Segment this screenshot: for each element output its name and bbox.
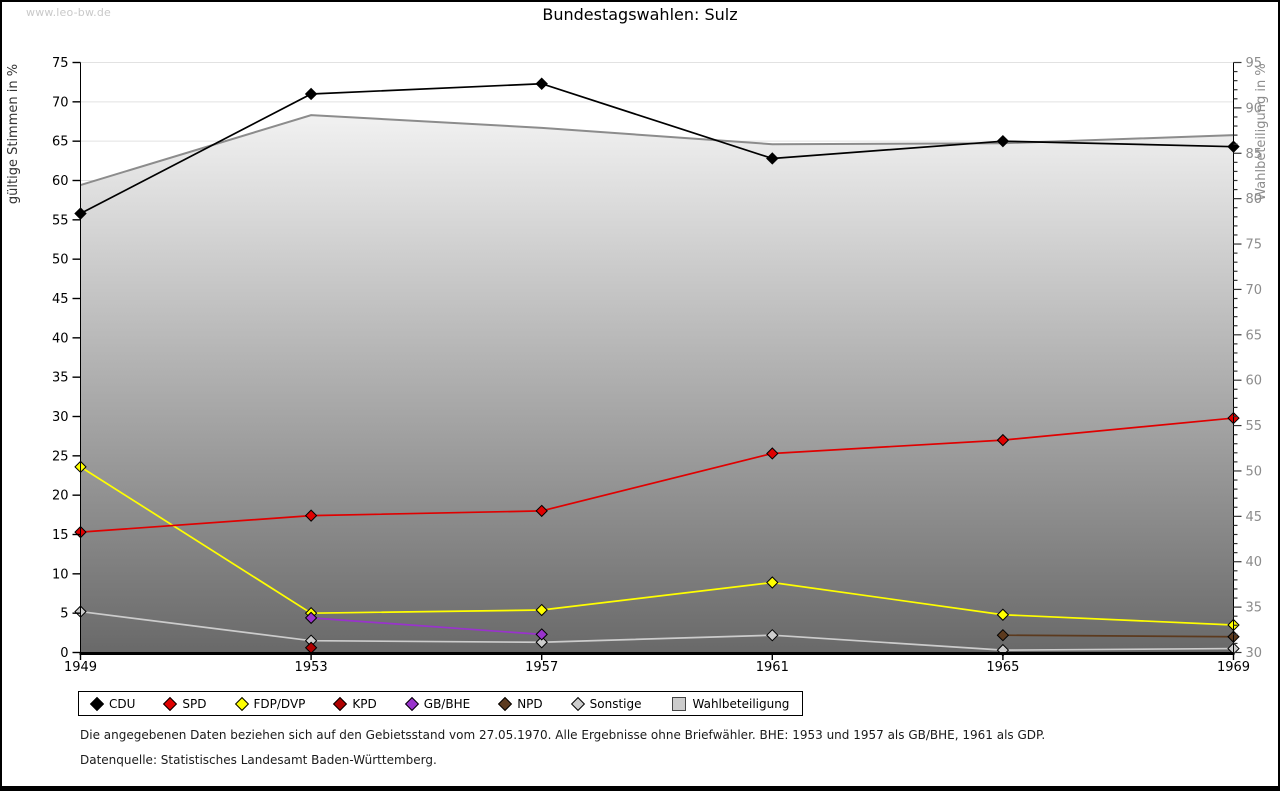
svg-text:40: 40 bbox=[1246, 555, 1263, 570]
svg-text:70: 70 bbox=[1246, 283, 1263, 298]
svg-text:20: 20 bbox=[52, 489, 69, 504]
marker-fdp-dvp-1957 bbox=[535, 603, 548, 617]
marker-npd-1965 bbox=[996, 628, 1010, 642]
svg-text:45: 45 bbox=[1246, 510, 1263, 525]
legend-item-wahlbeteiligung: Wahlbeteiligung bbox=[671, 696, 790, 711]
svg-text:1949: 1949 bbox=[64, 660, 97, 675]
svg-text:65: 65 bbox=[1246, 328, 1263, 343]
legend-label-wahlbeteiligung: Wahlbeteiligung bbox=[692, 696, 790, 711]
svg-text:75: 75 bbox=[52, 56, 69, 71]
marker-sonstige-1961 bbox=[766, 628, 779, 642]
left-axis-ticks: 0 5 10 15 20 25 30 35 40 45 50 55 60 65 70 75 bbox=[52, 56, 81, 661]
svg-text:35: 35 bbox=[1246, 601, 1263, 616]
legend-item-fdp-dvp: FDP/DVP bbox=[234, 696, 306, 711]
legend-item-sonstige: Sonstige bbox=[570, 696, 642, 711]
svg-text:45: 45 bbox=[52, 292, 69, 307]
legend-label-gb-bhe: GB/BHE bbox=[423, 696, 471, 711]
series-wahlbeteiligung bbox=[80, 114, 1234, 653]
svg-text:10: 10 bbox=[52, 567, 69, 582]
legend-label-sonstige: Sonstige bbox=[589, 696, 642, 711]
marker-cdu-1961 bbox=[766, 152, 779, 165]
legend-marker-cdu-icon bbox=[89, 696, 105, 711]
legend-label-npd: NPD bbox=[517, 696, 543, 711]
svg-text:50: 50 bbox=[1246, 464, 1263, 479]
legend-marker-npd-icon bbox=[498, 696, 513, 711]
svg-text:90: 90 bbox=[1246, 101, 1263, 116]
svg-text:1969: 1969 bbox=[1217, 660, 1250, 675]
legend-label-kpd: KPD bbox=[352, 696, 377, 711]
svg-text:0: 0 bbox=[60, 646, 68, 661]
svg-text:30: 30 bbox=[1246, 646, 1263, 661]
svg-text:70: 70 bbox=[52, 95, 69, 110]
legend-item-kpd: KPD bbox=[333, 696, 377, 711]
svg-text:95: 95 bbox=[1246, 56, 1263, 71]
svg-text:55: 55 bbox=[1246, 419, 1263, 434]
x-axis-ticks: 1949 1953 1957 1961 1965 1969 bbox=[64, 655, 1250, 675]
svg-text:80: 80 bbox=[1246, 192, 1263, 207]
legend-label-spd: SPD bbox=[182, 696, 207, 711]
left-axis-title: gültige Stimmen in % bbox=[6, 64, 21, 204]
marker-cdu-1953 bbox=[304, 87, 318, 101]
marker-fdp-dvp-1961 bbox=[766, 576, 779, 589]
svg-text:60: 60 bbox=[1246, 374, 1263, 389]
svg-text:35: 35 bbox=[52, 371, 69, 386]
axes bbox=[79, 62, 1235, 655]
svg-text:50: 50 bbox=[52, 253, 69, 268]
svg-text:30: 30 bbox=[52, 410, 69, 425]
legend-marker-fdp-dvp-icon bbox=[234, 696, 249, 711]
svg-text:85: 85 bbox=[1246, 147, 1263, 162]
marker-spd-1961 bbox=[766, 447, 779, 460]
legend-item-cdu: CDU bbox=[89, 696, 136, 711]
svg-text:65: 65 bbox=[52, 135, 69, 150]
svg-text:1953: 1953 bbox=[295, 660, 328, 675]
series-cdu bbox=[74, 77, 1240, 220]
marker-spd-1957 bbox=[535, 504, 548, 518]
legend-marker-gb-bhe-icon bbox=[404, 696, 419, 711]
series-sonstige bbox=[74, 605, 1240, 657]
svg-text:40: 40 bbox=[52, 331, 69, 346]
svg-text:25: 25 bbox=[52, 449, 69, 464]
legend-item-gb-bhe: GB/BHE bbox=[404, 696, 471, 711]
svg-text:5: 5 bbox=[60, 607, 68, 622]
marker-gb-bhe-1957 bbox=[535, 628, 548, 641]
marker-spd-1953 bbox=[304, 509, 318, 522]
legend-marker-sonstige-icon bbox=[570, 696, 585, 711]
legend-label-cdu: CDU bbox=[109, 696, 136, 711]
svg-text:1961: 1961 bbox=[756, 660, 789, 675]
legend-marker-kpd-icon bbox=[333, 696, 348, 711]
marker-spd-1965 bbox=[996, 433, 1010, 447]
right-axis-ticks: 30 35 40 45 50 55 60 65 70 75 80 85 90 95 bbox=[1233, 56, 1263, 661]
legend-item-npd: NPD bbox=[498, 696, 543, 711]
chart-legend: CDU SPD FDP/DVP KPD GB/BHE NPD Sonstige Wahlbet… bbox=[78, 691, 804, 716]
svg-text:15: 15 bbox=[52, 528, 69, 543]
marker-cdu-1957 bbox=[535, 77, 548, 90]
legend-label-fdp-dvp: FDP/DVP bbox=[253, 696, 306, 711]
watermark: www.leo-bw.de bbox=[26, 6, 112, 19]
marker-gb-bhe-1953 bbox=[304, 611, 318, 625]
svg-text:75: 75 bbox=[1246, 238, 1263, 253]
page-title: Bundestagswahlen: Sulz bbox=[542, 5, 738, 24]
marker-cdu-1965 bbox=[996, 134, 1010, 148]
svg-text:60: 60 bbox=[52, 174, 69, 189]
series-gb-bhe bbox=[304, 611, 548, 641]
election-line-chart: 0 5 10 15 20 25 30 35 40 45 50 55 60 65 70 75 30 35 40 45 50… bbox=[6, 56, 1269, 675]
legend-item-spd: SPD bbox=[163, 696, 207, 711]
legend-marker-spd-icon bbox=[163, 696, 178, 711]
legend-marker-wahlbeteiligung-icon bbox=[671, 696, 686, 711]
marker-fdp-dvp-1965 bbox=[996, 608, 1010, 621]
svg-text:1965: 1965 bbox=[986, 660, 1019, 675]
svg-text:55: 55 bbox=[52, 213, 69, 228]
svg-text:1957: 1957 bbox=[525, 660, 558, 675]
marker-sonstige-1957 bbox=[535, 636, 548, 649]
footnote-datenquelle: Datenquelle: Statistisches Landesamt Bad… bbox=[80, 753, 437, 767]
footnote-gebietsstand: Die angegebenen Daten beziehen sich auf … bbox=[80, 728, 1046, 742]
right-axis-title: Wahlbeteiligung in % bbox=[1254, 63, 1269, 200]
